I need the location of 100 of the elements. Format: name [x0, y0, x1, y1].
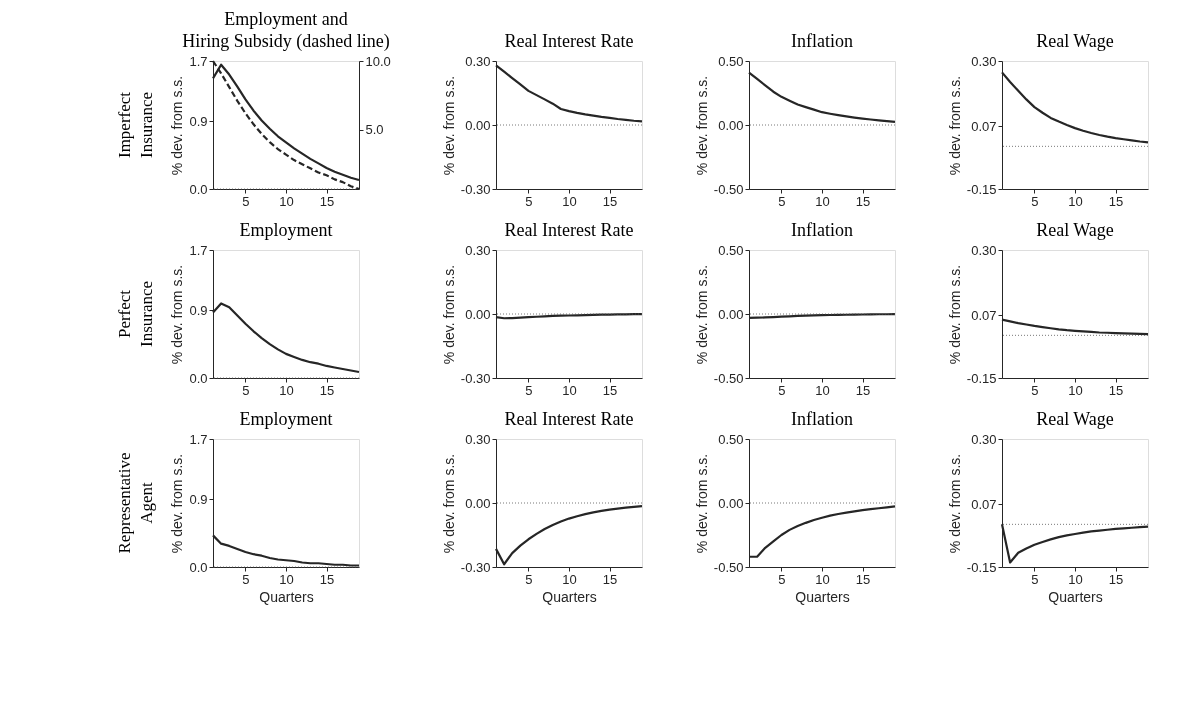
text: Imperfect Insurance: [115, 91, 156, 159]
y-tick-label: 0.0: [189, 181, 208, 197]
chart-title: Real Interest Rate: [504, 220, 634, 240]
y-tick-label: 0.50: [718, 242, 744, 258]
y-tick-label: 0.50: [718, 53, 744, 69]
y-axis-title: % dev. from s.s.: [440, 264, 457, 365]
y-tick-label: 1.7: [189, 242, 208, 258]
y-tick-label: -0.50: [713, 559, 744, 575]
y-tick-label: 0.0: [189, 370, 208, 386]
y-axis-title: % dev. from s.s.: [946, 453, 963, 554]
y-tick-label: 0.9: [189, 302, 208, 318]
y-tick-label: 0.30: [971, 53, 997, 69]
y2-tick-label: 5.0: [365, 122, 384, 138]
text: Perfect Insurance: [115, 280, 156, 348]
y-tick-label: 0.30: [465, 242, 491, 258]
y-tick-label: 0.0: [189, 559, 208, 575]
x-tick-label: 15: [855, 193, 871, 209]
x-tick-label: 5: [242, 193, 250, 209]
x-tick-label: 15: [602, 571, 618, 587]
y2-tick-label: 10.0: [365, 53, 391, 69]
x-tick-label: 5: [778, 193, 786, 209]
chart-title: Real Interest Rate: [504, 31, 634, 51]
x-tick-label: 10: [815, 571, 830, 587]
x-tick-label: 10: [279, 382, 294, 398]
y-axis-title: % dev. from s.s.: [693, 264, 710, 365]
y-tick-label: -0.15: [966, 559, 997, 575]
x-tick-label: 10: [815, 382, 830, 398]
x-tick-label: 5: [242, 382, 250, 398]
chart-title: Employment: [239, 220, 333, 240]
text: Representative Agent: [115, 452, 156, 554]
x-tick-label: 15: [1108, 382, 1124, 398]
x-tick-label: 15: [855, 382, 871, 398]
chart-title: Real Wage: [1036, 409, 1114, 429]
chart-title: Inflation: [791, 409, 853, 429]
y-tick-label: -0.30: [460, 181, 491, 197]
x-tick-label: 5: [1031, 382, 1039, 398]
y-tick-label: 0.30: [465, 53, 491, 69]
x-tick-label: 5: [525, 382, 533, 398]
y-axis-title: % dev. from s.s.: [693, 75, 710, 176]
x-tick-label: 10: [562, 571, 577, 587]
y-tick-label: 0.07: [971, 496, 997, 512]
x-tick-label: 10: [562, 193, 577, 209]
x-tick-label: 5: [778, 382, 786, 398]
y-tick-label: 0.00: [718, 495, 744, 511]
y-axis-title: % dev. from s.s.: [440, 75, 457, 176]
y-tick-label: 0.50: [718, 431, 744, 447]
y-tick-label: -0.30: [460, 370, 491, 386]
x-tick-label: 10: [562, 382, 577, 398]
y-tick-label: -0.15: [966, 370, 997, 386]
chart-title: Real Wage: [1036, 31, 1114, 51]
x-axis-title: Quarters: [259, 588, 314, 605]
x-tick-label: 15: [1108, 193, 1124, 209]
y-tick-label: 1.7: [189, 431, 208, 447]
y-axis-title: % dev. from s.s.: [693, 453, 710, 554]
x-tick-label: 15: [1108, 571, 1124, 587]
y-tick-label: 0.00: [465, 495, 491, 511]
y-axis-title: % dev. from s.s.: [946, 75, 963, 176]
x-tick-label: 5: [242, 571, 250, 587]
y-axis-title: % dev. from s.s.: [946, 264, 963, 365]
x-tick-label: 5: [778, 571, 786, 587]
y-tick-label: 1.7: [189, 53, 208, 69]
x-tick-label: 10: [279, 571, 294, 587]
y-tick-label: 0.00: [718, 117, 744, 133]
y-tick-label: 0.30: [465, 431, 491, 447]
chart-title: Employment: [239, 409, 333, 429]
y-tick-label: -0.30: [460, 559, 491, 575]
y-tick-label: -0.15: [966, 181, 997, 197]
x-tick-label: 10: [815, 193, 830, 209]
x-tick-label: 10: [279, 193, 294, 209]
x-tick-label: 5: [525, 571, 533, 587]
y-tick-label: -0.50: [713, 181, 744, 197]
x-tick-label: 10: [1068, 382, 1083, 398]
x-tick-label: 5: [1031, 571, 1039, 587]
y-axis-title: % dev. from s.s.: [169, 264, 186, 365]
y-axis-title: % dev. from s.s.: [440, 453, 457, 554]
y-tick-label: 0.00: [465, 306, 491, 322]
y-axis-title: % dev. from s.s.: [169, 453, 186, 554]
y-tick-label: 0.00: [465, 117, 491, 133]
y-tick-label: 0.07: [971, 307, 997, 323]
chart-title: Inflation: [791, 220, 853, 240]
y-tick-label: 0.9: [189, 491, 208, 507]
x-tick-label: 15: [319, 382, 335, 398]
x-axis-title: Quarters: [795, 588, 850, 605]
y-tick-label: 0.07: [971, 118, 997, 134]
x-tick-label: 15: [319, 193, 335, 209]
y-tick-label: 0.30: [971, 242, 997, 258]
x-axis-title: Quarters: [542, 588, 597, 605]
x-tick-label: 10: [1068, 571, 1083, 587]
y-tick-label: -0.50: [713, 370, 744, 386]
y-tick-label: 0.9: [189, 113, 208, 129]
chart-title: Real Wage: [1036, 220, 1114, 240]
x-tick-label: 15: [855, 571, 871, 587]
chart-title: Employment and Hiring Subsidy (dashed line): [182, 9, 390, 52]
x-axis-title: Quarters: [1048, 588, 1103, 605]
y-tick-label: 0.00: [718, 306, 744, 322]
x-tick-label: 15: [319, 571, 335, 587]
x-tick-label: 15: [602, 382, 618, 398]
chart-title: Inflation: [791, 31, 853, 51]
chart-title: Real Interest Rate: [504, 409, 634, 429]
y-axis-title: % dev. from s.s.: [169, 75, 186, 176]
